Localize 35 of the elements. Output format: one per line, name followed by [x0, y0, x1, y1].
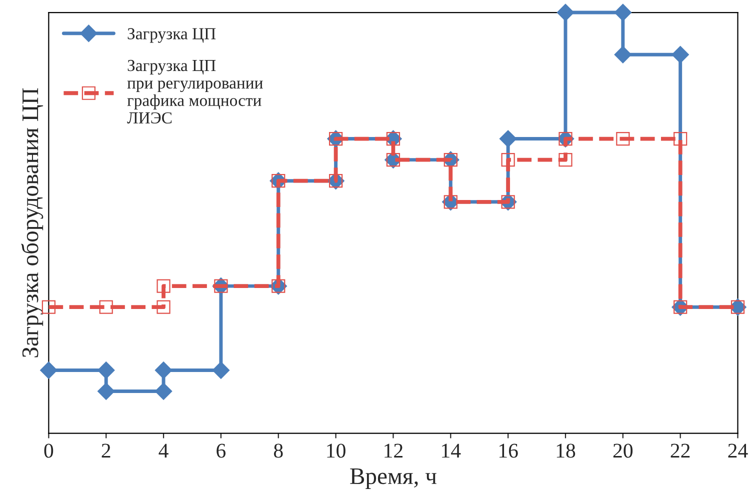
point	[98, 362, 115, 379]
x-tick-label: 2	[102, 444, 110, 458]
point	[614, 46, 632, 64]
x-tick-label: 16	[499, 444, 518, 458]
point	[556, 4, 574, 22]
point	[156, 300, 170, 314]
point	[558, 153, 572, 167]
x-axis-title: Время, ч	[350, 468, 436, 489]
x-tick-label: 10	[327, 444, 346, 458]
point	[674, 132, 688, 146]
point	[98, 382, 115, 400]
point	[616, 132, 630, 146]
x-tick-label: 4	[158, 444, 168, 458]
point	[672, 46, 689, 64]
legend-label: Загрузка ЦП при регулировании графика мощности ЛИЭС	[127, 60, 263, 124]
point	[212, 362, 230, 379]
point	[40, 362, 58, 379]
x-tick-label: 14	[442, 444, 461, 458]
x-tick-label: 0	[44, 444, 54, 458]
x-tick-label: 12	[384, 444, 402, 458]
point	[154, 362, 172, 379]
x-tick-label: 20	[613, 444, 633, 458]
y-axis-title: Загрузка оборудования ЦП	[21, 88, 44, 358]
x-tick-label: 22	[670, 444, 690, 458]
x-tick-label: 8	[274, 444, 283, 458]
legend-label: Загрузка ЦП	[128, 28, 216, 43]
x-tick-label: 24	[728, 444, 748, 458]
x-tick-label: 18	[556, 444, 576, 458]
point	[156, 279, 170, 293]
point	[614, 4, 632, 22]
point	[154, 382, 172, 400]
point	[501, 153, 515, 167]
point	[99, 300, 113, 314]
point	[500, 130, 517, 148]
x-tick-label: 6	[216, 444, 226, 458]
